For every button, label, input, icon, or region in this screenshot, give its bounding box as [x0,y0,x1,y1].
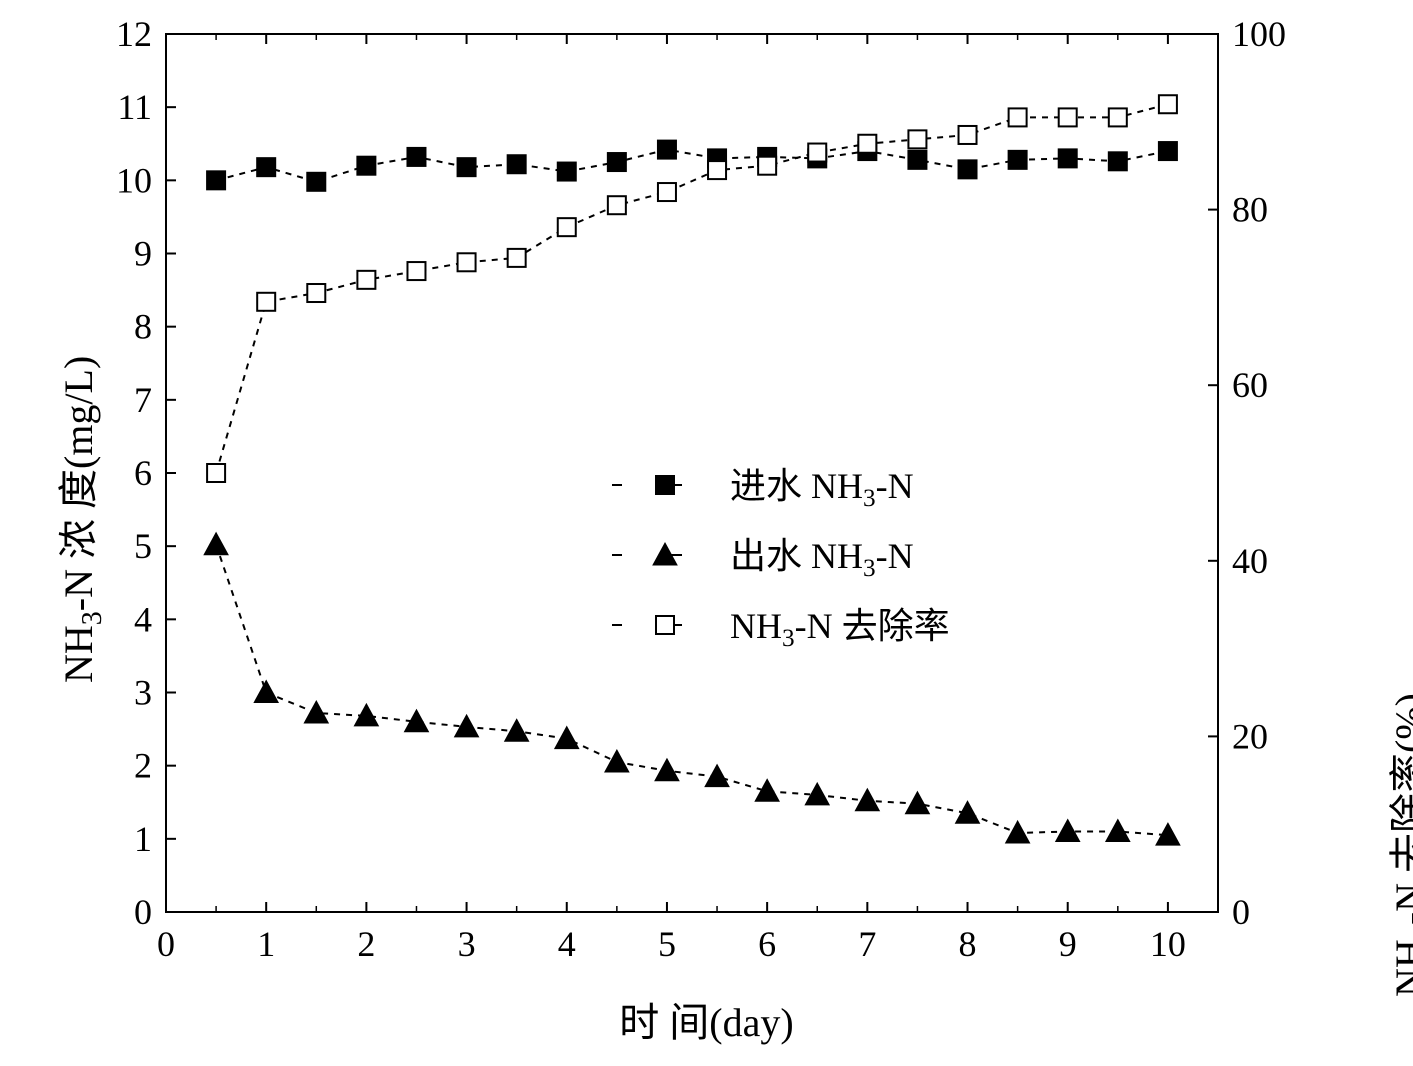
y-right-tick-label: 60 [1232,365,1268,405]
x-tick-label: 6 [758,924,776,964]
series-marker-effluent [1106,820,1130,842]
series-marker-removal [508,249,526,267]
series-marker-influent [357,157,375,175]
y-left-tick-label: 8 [134,307,152,347]
series-marker-effluent [905,792,929,814]
y-right-axis-label: NH3-N 去除率(%) [1377,693,1413,997]
x-tick-label: 10 [1150,924,1186,964]
x-tick-label: 1 [257,924,275,964]
y-left-tick-label: 6 [134,453,152,493]
series-marker-removal [407,262,425,280]
series-marker-removal [307,284,325,302]
y-left-tick-label: 7 [134,380,152,420]
series-marker-influent [558,163,576,181]
x-tick-label: 4 [558,924,576,964]
legend-label: 出水 NH3-N [730,527,914,583]
series-marker-effluent [505,719,529,741]
y-left-tick-label: 11 [117,87,152,127]
series-marker-influent [1009,151,1027,169]
y-right-tick-label: 80 [1232,190,1268,230]
series-marker-influent [1059,149,1077,167]
series-marker-influent [959,160,977,178]
series-marker-influent [1109,152,1127,170]
x-axis-label: 时 间(day) [0,990,1413,1048]
series-marker-influent [407,148,425,166]
series-marker-influent [508,155,526,173]
series-marker-removal [858,135,876,153]
series-marker-influent [257,158,275,176]
series-marker-removal [207,464,225,482]
series-marker-effluent [254,681,278,703]
y-left-tick-label: 5 [134,526,152,566]
series-marker-removal [758,157,776,175]
x-tick-label: 0 [157,924,175,964]
series-marker-removal [658,183,676,201]
y-right-tick-label: 40 [1232,541,1268,581]
series-marker-removal [1159,95,1177,113]
legend: 进水 NH3-N 出水 NH3-N NH3-N 去除率 [610,450,950,660]
series-marker-removal [357,271,375,289]
series-marker-removal [608,196,626,214]
legend-label: NH3-N 去除率 [730,597,950,653]
legend-swatch [610,605,720,645]
y-left-tick-label: 12 [116,14,152,54]
x-tick-label: 7 [858,924,876,964]
x-tick-label: 5 [658,924,676,964]
y-left-tick-label: 1 [134,819,152,859]
y-left-tick-label: 9 [134,234,152,274]
series-marker-removal [1009,108,1027,126]
series-marker-removal [908,130,926,148]
series-marker-effluent [755,779,779,801]
series-marker-removal [1059,108,1077,126]
series-marker-influent [1159,142,1177,160]
y-right-tick-label: 20 [1232,716,1268,756]
y-right-tick-label: 0 [1232,892,1250,932]
y-left-tick-label: 4 [134,599,152,639]
y-left-tick-label: 10 [116,160,152,200]
series-marker-removal [458,253,476,271]
legend-swatch [610,465,720,505]
series-marker-effluent [204,533,228,555]
series-marker-effluent [304,701,328,723]
legend-label: 进水 NH3-N [730,457,914,513]
series-marker-effluent [1006,821,1030,843]
series-marker-influent [608,153,626,171]
series-marker-removal [959,126,977,144]
series-marker-removal [708,161,726,179]
y-left-tick-label: 2 [134,746,152,786]
series-marker-effluent [705,765,729,787]
series-marker-removal [558,218,576,236]
series-marker-removal [257,293,275,311]
y-left-tick-label: 3 [134,673,152,713]
series-marker-effluent [354,704,378,726]
y-left-tick-label: 0 [134,892,152,932]
series-marker-removal [1109,108,1127,126]
series-marker-influent [207,171,225,189]
series-marker-effluent [605,750,629,772]
x-tick-label: 3 [458,924,476,964]
series-marker-influent [658,141,676,159]
series-marker-removal [808,144,826,162]
y-right-tick-label: 100 [1232,14,1286,54]
legend-entry: 出水 NH3-N [610,520,950,590]
legend-entry: NH3-N 去除率 [610,590,950,660]
y-left-axis-label: NH3-N 浓 度(mg/L) [46,356,109,683]
series-marker-influent [908,151,926,169]
x-tick-label: 2 [357,924,375,964]
x-tick-label: 8 [959,924,977,964]
legend-swatch [610,535,720,575]
series-marker-effluent [555,727,579,749]
series-marker-influent [458,158,476,176]
x-tick-label: 9 [1059,924,1077,964]
series-marker-effluent [655,759,679,781]
series-marker-effluent [855,789,879,811]
series-marker-influent [307,173,325,191]
legend-entry: 进水 NH3-N [610,450,950,520]
